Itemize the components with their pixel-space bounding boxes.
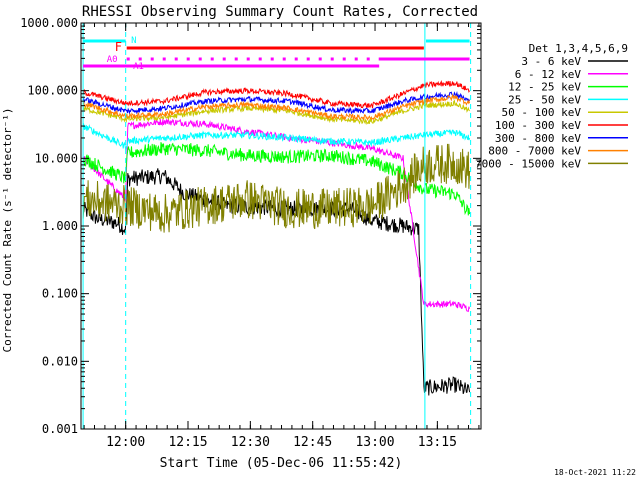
x-tick-label-1: 12:15 bbox=[168, 435, 207, 450]
legend-label-7: 800 - 7000 keV bbox=[488, 145, 581, 158]
x-tick-label-5: 13:15 bbox=[418, 435, 457, 450]
series-line-7 bbox=[82, 93, 471, 122]
series-line-8 bbox=[82, 143, 471, 233]
y-axis: 1000.000 100.000 10.000 1.000 0.100 0.010 0.00… bbox=[20, 16, 481, 436]
legend-label-2: 12 - 25 keV bbox=[508, 81, 581, 94]
legend-label-6: 300 - 800 keV bbox=[495, 132, 581, 145]
legend-label-5: 100 - 300 keV bbox=[495, 119, 581, 132]
legend-title: Det 1,3,4,5,6,9 bbox=[529, 42, 628, 55]
y-tick-label-4: 0.100 bbox=[42, 287, 78, 301]
x-axis: 12:00 12:15 12:30 12:45 13:00 13:15 bbox=[83, 23, 480, 450]
legend-label-0: 3 - 6 keV bbox=[521, 55, 581, 68]
series-line-3 bbox=[82, 122, 471, 150]
y-tick-label-3: 1.000 bbox=[42, 219, 78, 233]
legend-label-8: 7000 - 15000 keV bbox=[475, 157, 581, 170]
x-tick-label-4: 13:00 bbox=[355, 435, 394, 450]
series-line-6 bbox=[82, 91, 471, 115]
y-tick-label-6: 0.001 bbox=[42, 422, 78, 436]
chart-title: RHESSI Observing Summary Count Rates, Co… bbox=[82, 4, 478, 20]
y-tick-label-2: 10.000 bbox=[35, 151, 78, 165]
x-tick-label-0: 12:00 bbox=[106, 435, 145, 450]
series-line-5 bbox=[82, 80, 471, 109]
series-line-4 bbox=[82, 99, 471, 125]
timestamp: 18-Oct-2021 11:22 bbox=[554, 468, 636, 477]
x-tick-label-2: 12:30 bbox=[231, 435, 270, 450]
series-line-0 bbox=[82, 168, 471, 396]
x-tick-label-3: 12:45 bbox=[293, 435, 332, 450]
legend-label-1: 6 - 12 keV bbox=[515, 68, 582, 81]
flag-label-3: A1 bbox=[133, 62, 144, 72]
series-layer bbox=[82, 80, 471, 396]
flag-label-0: N bbox=[131, 36, 136, 46]
flag-label-1: F bbox=[115, 40, 122, 54]
legend-label-3: 25 - 50 keV bbox=[508, 93, 581, 106]
x-axis-label: Start Time (05-Dec-06 11:55:42) bbox=[160, 456, 403, 471]
y-tick-label-0: 1000.000 bbox=[20, 16, 78, 30]
y-tick-label-1: 100.000 bbox=[27, 84, 78, 98]
flag-label-2: A0 bbox=[107, 55, 118, 65]
legend-label-4: 50 - 100 keV bbox=[502, 106, 582, 119]
y-axis-label: Corrected Count Rate (s⁻¹ detector⁻¹) bbox=[1, 107, 14, 352]
y-tick-label-5: 0.010 bbox=[42, 354, 78, 368]
